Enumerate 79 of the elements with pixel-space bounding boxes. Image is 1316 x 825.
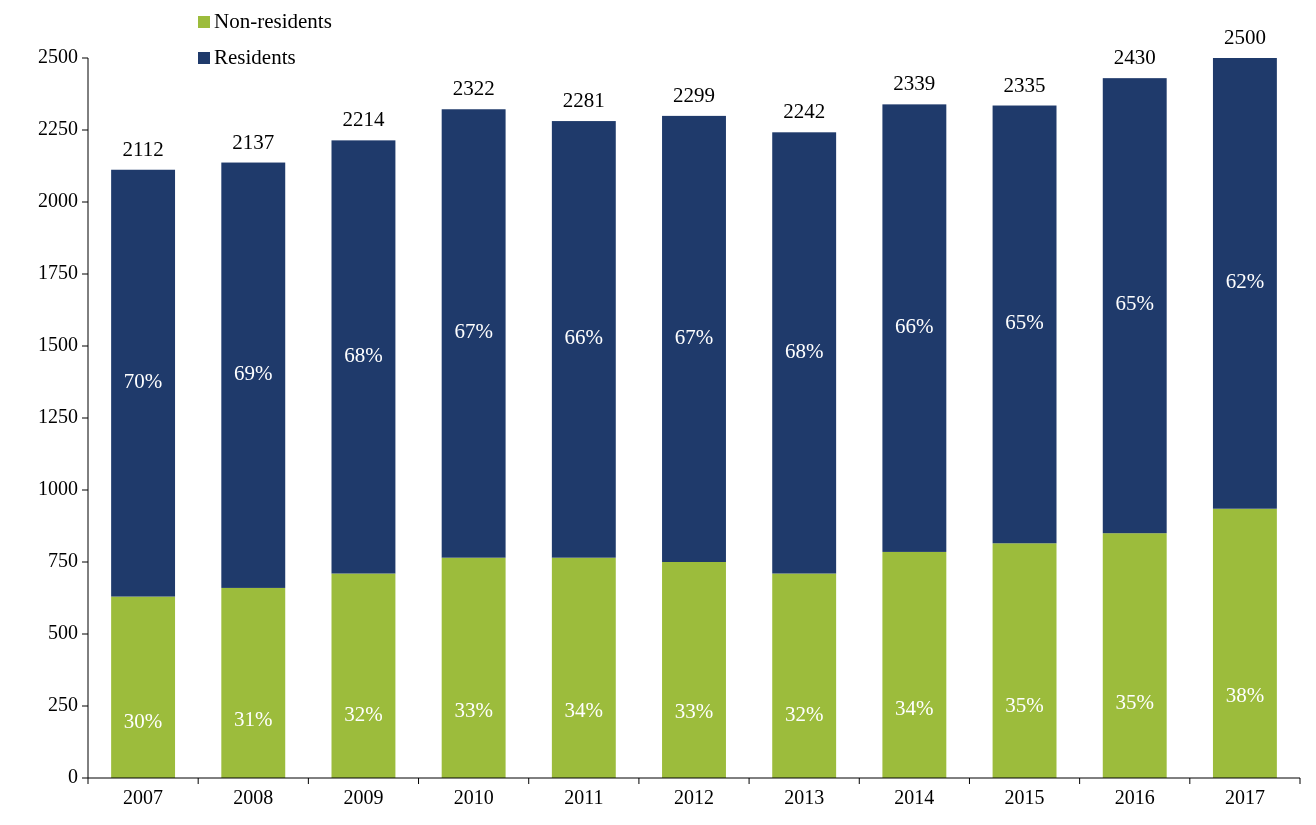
bar bbox=[992, 543, 1057, 778]
bar bbox=[1212, 508, 1277, 778]
annotation: 65% bbox=[1005, 310, 1044, 335]
y-tick-label: 1500 bbox=[38, 332, 78, 355]
annotation: 66% bbox=[895, 313, 934, 338]
bar bbox=[551, 557, 616, 778]
bar bbox=[662, 562, 726, 778]
y-tick-label: 500 bbox=[48, 620, 78, 643]
total-label: 2299 bbox=[673, 82, 715, 107]
annotation: 62% bbox=[1225, 269, 1265, 294]
total-label: 2281 bbox=[562, 88, 605, 113]
x-tick-label: 2017 bbox=[1224, 786, 1265, 808]
y-tick-label: 1250 bbox=[38, 404, 78, 427]
annotation: 33% bbox=[454, 697, 493, 722]
bar bbox=[992, 105, 1057, 544]
y-tick-label: 2250 bbox=[38, 116, 78, 139]
total-label: 2335 bbox=[1003, 72, 1046, 97]
bar bbox=[221, 162, 286, 588]
annotation: 31% bbox=[234, 706, 273, 731]
bar bbox=[772, 132, 837, 574]
x-tick-label: 2015 bbox=[1004, 786, 1045, 808]
bar bbox=[441, 109, 506, 558]
legend-label: Residents bbox=[214, 44, 296, 69]
bar bbox=[662, 115, 726, 562]
x-tick-label: 2010 bbox=[453, 786, 494, 808]
bar bbox=[221, 587, 286, 778]
x-tick-label: 2007 bbox=[123, 786, 164, 808]
bar bbox=[1212, 58, 1277, 509]
total-label: 2322 bbox=[452, 76, 495, 101]
annotation: 68% bbox=[344, 342, 383, 367]
annotation: 32% bbox=[784, 702, 824, 727]
annotation: 66% bbox=[564, 325, 604, 350]
annotation: 35% bbox=[1115, 690, 1154, 715]
bar bbox=[1102, 533, 1167, 778]
bar bbox=[882, 104, 947, 552]
total-label: 2500 bbox=[1223, 25, 1266, 49]
bar bbox=[551, 121, 616, 558]
y-tick-label: 1750 bbox=[38, 260, 78, 283]
bar bbox=[882, 551, 947, 778]
annotation: 34% bbox=[564, 697, 604, 722]
annotation: 30% bbox=[123, 709, 163, 734]
total-label: 2242 bbox=[783, 99, 826, 124]
x-tick-label: 2008 bbox=[233, 786, 274, 808]
annotation: 67% bbox=[674, 324, 714, 349]
total-label: 2214 bbox=[342, 107, 385, 132]
annotation: 67% bbox=[454, 319, 493, 344]
x-tick-label: 2011 bbox=[564, 786, 604, 808]
x-tick-label: 2016 bbox=[1114, 786, 1155, 808]
legend-label: Non-residents bbox=[214, 8, 332, 33]
bar bbox=[1102, 78, 1167, 534]
x-tick-label: 2013 bbox=[784, 786, 825, 808]
y-tick-label: 250 bbox=[48, 692, 78, 715]
annotation: 33% bbox=[674, 699, 714, 724]
y-tick-label: 2000 bbox=[38, 188, 78, 211]
bar bbox=[111, 169, 176, 597]
x-tick-label: 2009 bbox=[343, 786, 384, 808]
annotation: 70% bbox=[123, 368, 163, 393]
total-label: 2112 bbox=[122, 136, 164, 161]
annotation: 69% bbox=[234, 361, 273, 386]
total-label: 2339 bbox=[893, 71, 936, 96]
annotation: 38% bbox=[1225, 683, 1265, 708]
y-tick-label: 2500 bbox=[38, 44, 78, 67]
annotation: 68% bbox=[784, 338, 824, 363]
total-label: 2137 bbox=[232, 129, 275, 154]
bar bbox=[441, 557, 506, 778]
y-tick-label: 750 bbox=[48, 548, 78, 571]
bar bbox=[331, 140, 396, 574]
x-tick-label: 2012 bbox=[674, 786, 714, 808]
y-tick-label: 1000 bbox=[38, 476, 78, 499]
y-tick-label: 0 bbox=[68, 764, 78, 787]
bar bbox=[111, 596, 176, 778]
x-tick-label: 2014 bbox=[894, 786, 935, 808]
bar bbox=[772, 573, 837, 778]
annotation: 65% bbox=[1115, 291, 1154, 316]
total-label: 2430 bbox=[1113, 45, 1156, 70]
bar bbox=[331, 573, 396, 778]
annotation: 34% bbox=[895, 695, 934, 720]
annotation: 32% bbox=[344, 702, 383, 727]
annotation: 35% bbox=[1005, 693, 1044, 718]
